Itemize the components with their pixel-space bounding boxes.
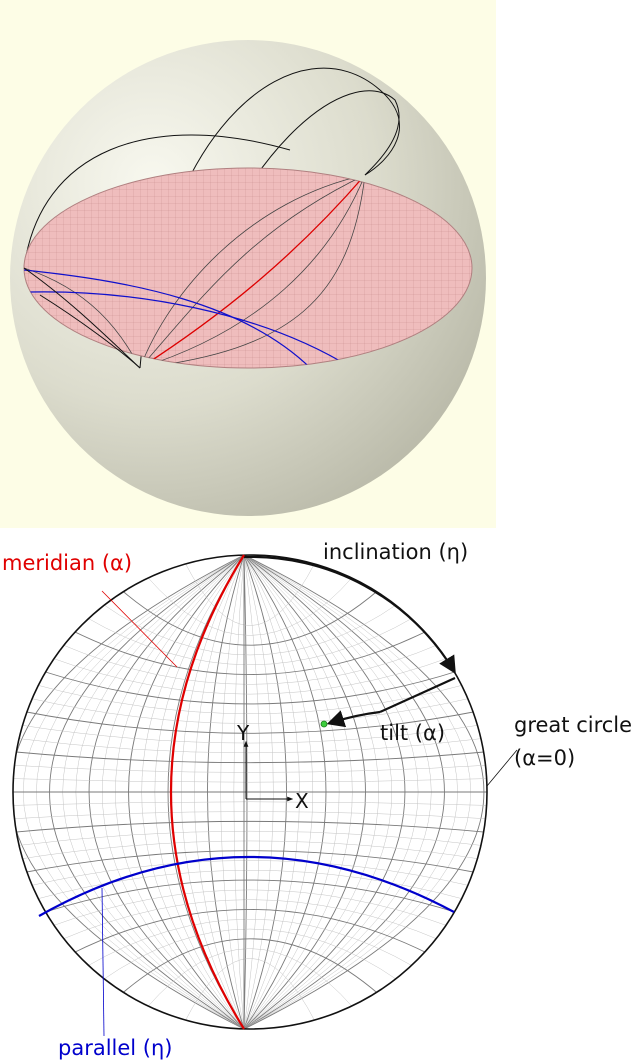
- tilt-label: tilt (α): [380, 721, 445, 745]
- parallel-minor: [49, 889, 451, 928]
- parallel-minor: [146, 948, 354, 1009]
- front-arcs: [23, 267, 141, 369]
- parallel-minor: [13, 811, 487, 820]
- parallel-minor: [49, 656, 451, 695]
- parallel-minor: [13, 737, 487, 754]
- equatorial-disk: [23, 167, 473, 369]
- parallel-label: parallel (η): [58, 1036, 173, 1060]
- parallel-major: [40, 879, 460, 914]
- parallel-minor: [59, 643, 441, 685]
- parallel-major: [120, 938, 380, 995]
- stereographic-net-diagram: meridian (α) inclination (η) tilt (α) gr…: [2, 540, 632, 1060]
- axis-y-label: Y: [236, 721, 250, 745]
- parallel-minor: [184, 958, 316, 1022]
- parallel-major: [21, 710, 479, 734]
- parallel-minor: [13, 778, 487, 783]
- parallel-minor: [84, 616, 416, 666]
- inclination-label: inclination (η): [323, 540, 468, 564]
- great-circle-alpha-label: (α=0): [514, 746, 575, 770]
- tilt-arrow: [326, 710, 381, 728]
- parallel-major: [40, 670, 460, 705]
- parallel-minor: [16, 840, 484, 860]
- parallel-minor: [32, 870, 468, 901]
- parallel-major: [70, 629, 430, 675]
- parallel-minor: [100, 928, 400, 982]
- parallel-minor: [100, 602, 400, 656]
- tilt-point: [320, 720, 328, 728]
- inclination-arc: [243, 555, 456, 675]
- axis-x-label: X: [295, 789, 309, 813]
- great-circle-leader-line: [486, 749, 518, 787]
- disk-curves: [24, 174, 366, 368]
- parallel-minor: [84, 918, 416, 968]
- parallel-minor: [32, 683, 468, 714]
- meridian-major: [13, 555, 245, 1029]
- parallel-major: [21, 850, 479, 874]
- parallel-minor: [26, 697, 474, 724]
- primitive-circle: [12, 554, 488, 1030]
- parallel-curve: [38, 855, 455, 917]
- axis-glyph: [243, 740, 294, 802]
- parallel-major: [120, 589, 380, 646]
- meridian-label: meridian (α): [2, 551, 132, 575]
- parallel-leader-line: [101, 887, 105, 1037]
- parallel-major: [13, 751, 487, 764]
- parallel-minor: [59, 899, 441, 941]
- parallel-minor: [13, 764, 487, 773]
- parallel-minor: [26, 860, 474, 887]
- parallel-major: [13, 820, 487, 833]
- parallel-minor: [16, 724, 484, 744]
- parallel-major: [70, 909, 430, 955]
- meridian-leader-line: [101, 590, 178, 668]
- parallel-minor: [13, 801, 487, 806]
- sphere-3d-illustration: [0, 0, 496, 528]
- parallel-minor: [13, 830, 487, 847]
- parallel-minor: [146, 575, 354, 636]
- parallel-minor: [184, 562, 316, 626]
- net-grid: [13, 555, 487, 1029]
- tilt-line: [379, 676, 456, 714]
- great-circle-label: great circle: [514, 713, 632, 737]
- meridian-curve: [169, 554, 245, 1030]
